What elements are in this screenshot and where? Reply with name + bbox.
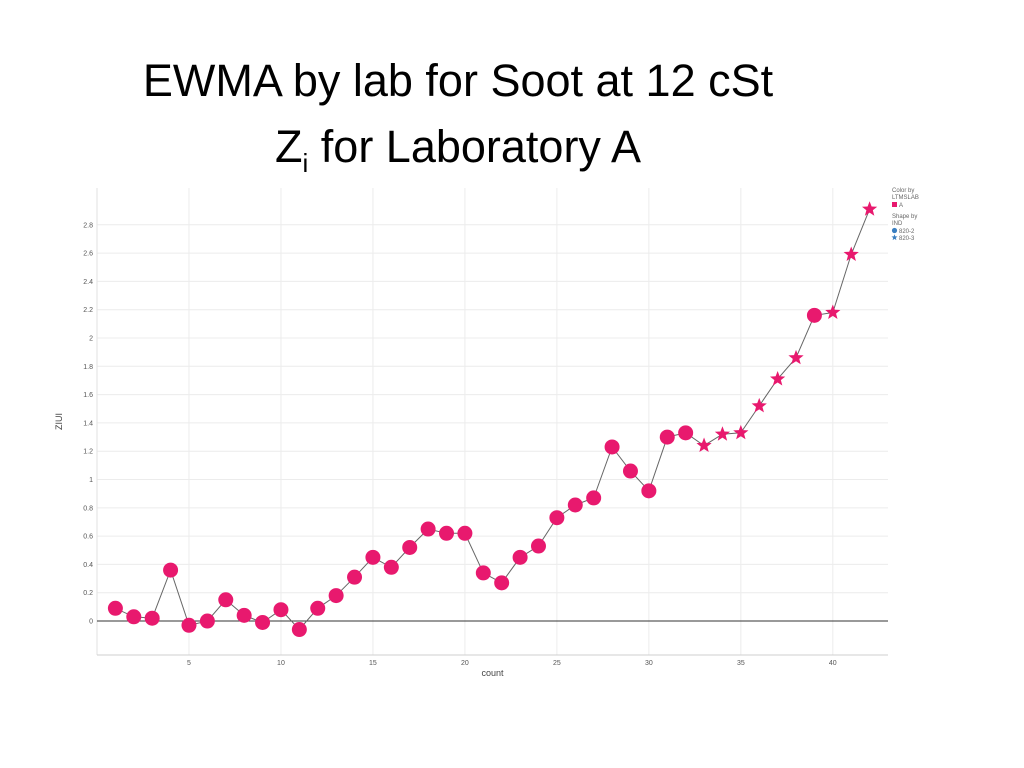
- data-point-circle: [402, 539, 418, 555]
- legend-color-title: Color by: [892, 188, 914, 194]
- legend-star-icon: [891, 234, 898, 241]
- title-line-2-rest: for Laboratory A: [308, 121, 641, 172]
- legend-shape-label: 820-3: [899, 236, 915, 242]
- data-point-circle: [567, 497, 583, 513]
- data-point-star: [696, 437, 712, 453]
- data-point-circle: [439, 525, 455, 541]
- data-point-circle: [512, 549, 528, 565]
- x-axis-title: count: [481, 668, 504, 678]
- legend-shape-title: IND: [892, 221, 903, 227]
- y-tick-label: 0.2: [83, 590, 93, 597]
- x-tick-label: 5: [187, 660, 191, 667]
- data-point-circle: [475, 565, 491, 581]
- y-tick-label: 1: [89, 477, 93, 484]
- data-point-circle: [383, 559, 399, 575]
- y-axis-title: ZIUI: [54, 413, 64, 430]
- data-point-circle: [622, 463, 638, 479]
- data-points: [107, 201, 878, 638]
- y-tick-label: 0.8: [83, 505, 93, 512]
- y-tick-label: 1.2: [83, 449, 93, 456]
- y-tick-label: 2: [89, 336, 93, 343]
- tick-labels: 5 10 15 20 25 30 35 40 0 0.2 0.4 0.6 0.8 1 1.2 1.4 1.6 1.…: [83, 222, 837, 667]
- plot-area: [97, 188, 888, 655]
- data-point-circle: [549, 510, 565, 526]
- x-tick-label: 15: [369, 660, 377, 667]
- data-point-star: [751, 397, 767, 413]
- data-point-circle: [641, 483, 657, 499]
- data-point-circle: [310, 600, 326, 616]
- data-point-circle: [659, 429, 675, 445]
- legend-swatch: [892, 202, 897, 207]
- y-tick-label: 1.4: [83, 420, 93, 427]
- title-subscript-i: i: [302, 148, 309, 178]
- data-point-circle: [144, 610, 160, 626]
- data-point-circle: [530, 538, 546, 554]
- data-point-circle: [457, 525, 473, 541]
- data-point-circle: [806, 307, 822, 323]
- data-point-circle: [347, 569, 363, 585]
- y-tick-label: 1.6: [83, 392, 93, 399]
- data-point-circle: [328, 588, 344, 604]
- plot-background: [97, 188, 888, 655]
- y-tick-label: 0.6: [83, 534, 93, 541]
- data-point-circle: [107, 600, 123, 616]
- y-tick-label: 1.8: [83, 364, 93, 371]
- data-point-circle: [255, 614, 271, 630]
- x-tick-label: 25: [553, 660, 561, 667]
- y-tick-label: 2.6: [83, 251, 93, 258]
- legend-shape-label: 820-2: [899, 229, 915, 235]
- data-point-circle: [163, 562, 179, 578]
- data-point-circle: [365, 549, 381, 565]
- data-point-circle: [291, 622, 307, 638]
- data-point-circle: [181, 617, 197, 633]
- axes: [96, 188, 888, 656]
- x-tick-label: 30: [645, 660, 653, 667]
- y-tick-label: 0.4: [83, 562, 93, 569]
- data-point-star: [862, 201, 878, 216]
- data-point-circle: [199, 613, 215, 629]
- data-point-circle: [236, 607, 252, 623]
- y-tick-label: 2.4: [83, 279, 93, 286]
- data-point-circle: [494, 575, 510, 591]
- title-line-2: Zi for Laboratory A: [0, 114, 916, 180]
- data-point-circle: [420, 521, 436, 537]
- title-z: Z: [275, 121, 303, 172]
- data-point-circle: [678, 425, 694, 441]
- legend-shape-title: Shape by: [892, 214, 917, 220]
- data-point-star: [788, 349, 804, 365]
- x-tick-label: 20: [461, 660, 469, 667]
- data-point-star: [843, 246, 859, 261]
- x-tick-label: 10: [277, 660, 285, 667]
- data-point-circle: [586, 490, 602, 506]
- data-point-circle: [126, 609, 142, 625]
- x-tick-label: 40: [829, 660, 837, 667]
- x-tick-label: 35: [737, 660, 745, 667]
- title-line-1: EWMA by lab for Soot at 12 cSt: [142, 55, 774, 106]
- slide-title: EWMA by lab for Soot at 12 cSt Zi for La…: [0, 48, 916, 180]
- y-tick-label: 0: [89, 619, 93, 626]
- data-point-star: [714, 426, 731, 441]
- data-point-circle: [273, 602, 289, 618]
- data-point-circle: [604, 439, 620, 455]
- legend-circle-icon: [891, 227, 898, 234]
- legend-color-label: A: [899, 203, 903, 209]
- y-tick-label: 2.8: [83, 222, 93, 229]
- legend-color-title: LTMSLAB: [892, 195, 919, 201]
- data-point-star: [825, 304, 841, 320]
- y-tick-label: 2.2: [83, 307, 93, 314]
- data-point-circle: [218, 592, 234, 608]
- data-point-star: [733, 424, 749, 440]
- data-point-star: [770, 371, 786, 386]
